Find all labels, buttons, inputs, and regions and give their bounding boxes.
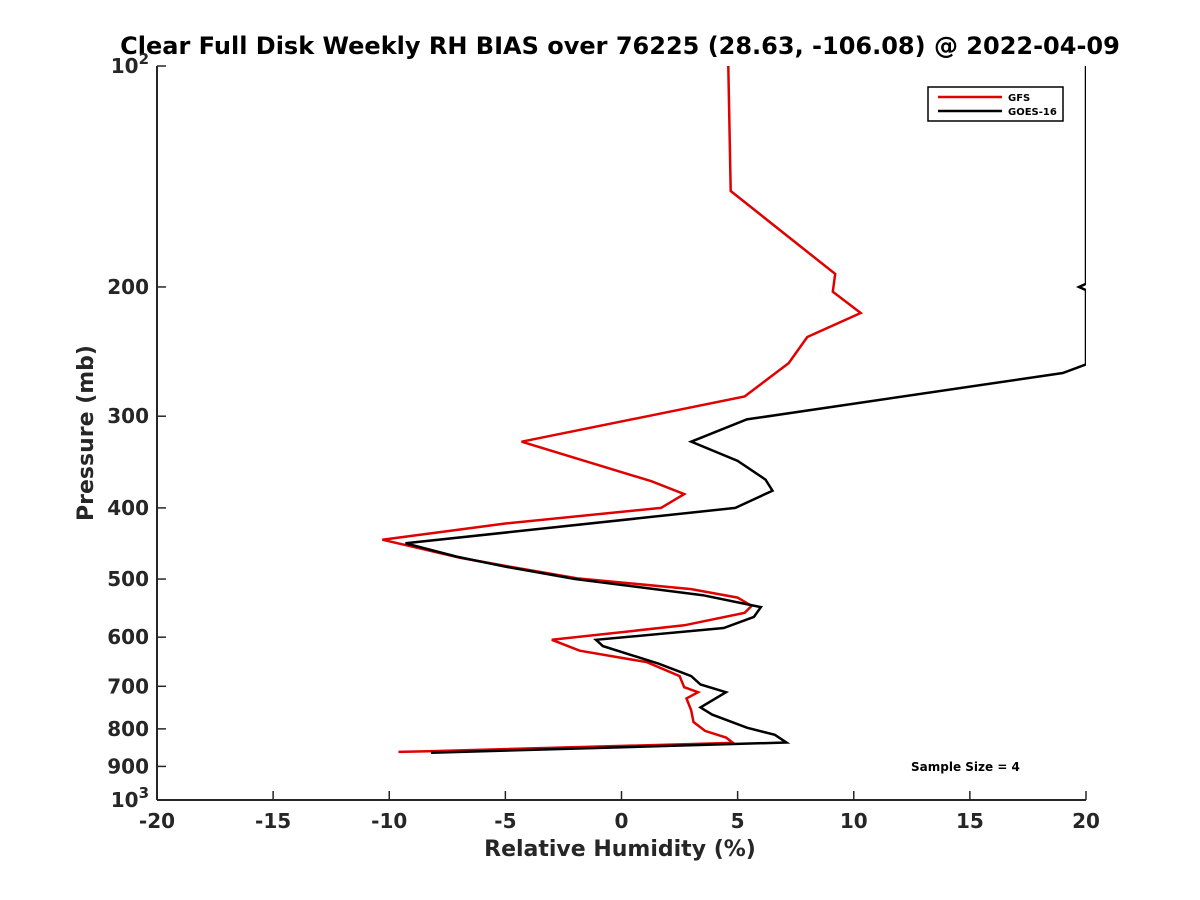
x-tick-label: 0 [615,809,629,833]
x-tick-label: -15 [255,809,291,833]
x-tick-label: -10 [371,809,407,833]
y-tick-label: 103 [111,784,149,812]
x-axis-label: Relative Humidity (%) [484,837,756,862]
chart-title: Clear Full Disk Weekly RH BIAS over 7622… [120,32,1120,60]
series-line-gfs [382,66,864,754]
legend-label-gfs: GFS [1008,93,1030,104]
x-tick-label: -20 [139,809,175,833]
x-tick-label: -5 [494,809,516,833]
y-tick-label: 300 [107,404,149,428]
y-tick-label-exponent: 2 [139,50,149,68]
legend: GFS GOES-16 [927,86,1064,122]
y-tick-label: 900 [107,754,149,778]
y-tick-label: 500 [107,567,149,591]
y-tick-label-base: 10 [111,54,139,78]
x-tick-label: 20 [1072,809,1100,833]
x-tick-label: 5 [731,809,745,833]
y-tick-label: 400 [107,496,149,520]
series-layer [382,66,1086,754]
plot-area [157,66,1086,800]
ticks-layer: -20 -15 -10 -5 0 5 10 15 20102200300400500600700… [107,50,1100,833]
x-tick-label: 15 [956,809,984,833]
sample-size-annotation: Sample Size = 4 [911,760,1020,774]
y-tick-label: 102 [111,50,149,78]
y-tick-label-base: 10 [111,788,139,812]
y-axis-label: Pressure (mb) [74,345,99,521]
y-tick-label: 800 [107,717,149,741]
legend-label-goes16: GOES-16 [1008,107,1057,118]
series-line-goes16 [405,66,1086,754]
y-tick-label: 200 [107,275,149,299]
x-tick-label: 10 [840,809,868,833]
y-tick-label-exponent: 3 [139,784,149,802]
legend-box [927,86,1064,122]
y-tick-label: 700 [107,674,149,698]
y-tick-label: 600 [107,625,149,649]
